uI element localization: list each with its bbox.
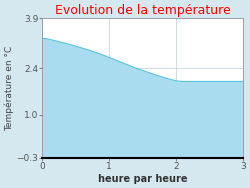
X-axis label: heure par heure: heure par heure: [98, 174, 188, 184]
Y-axis label: Température en °C: Température en °C: [4, 45, 14, 131]
Title: Evolution de la température: Evolution de la température: [55, 4, 231, 17]
